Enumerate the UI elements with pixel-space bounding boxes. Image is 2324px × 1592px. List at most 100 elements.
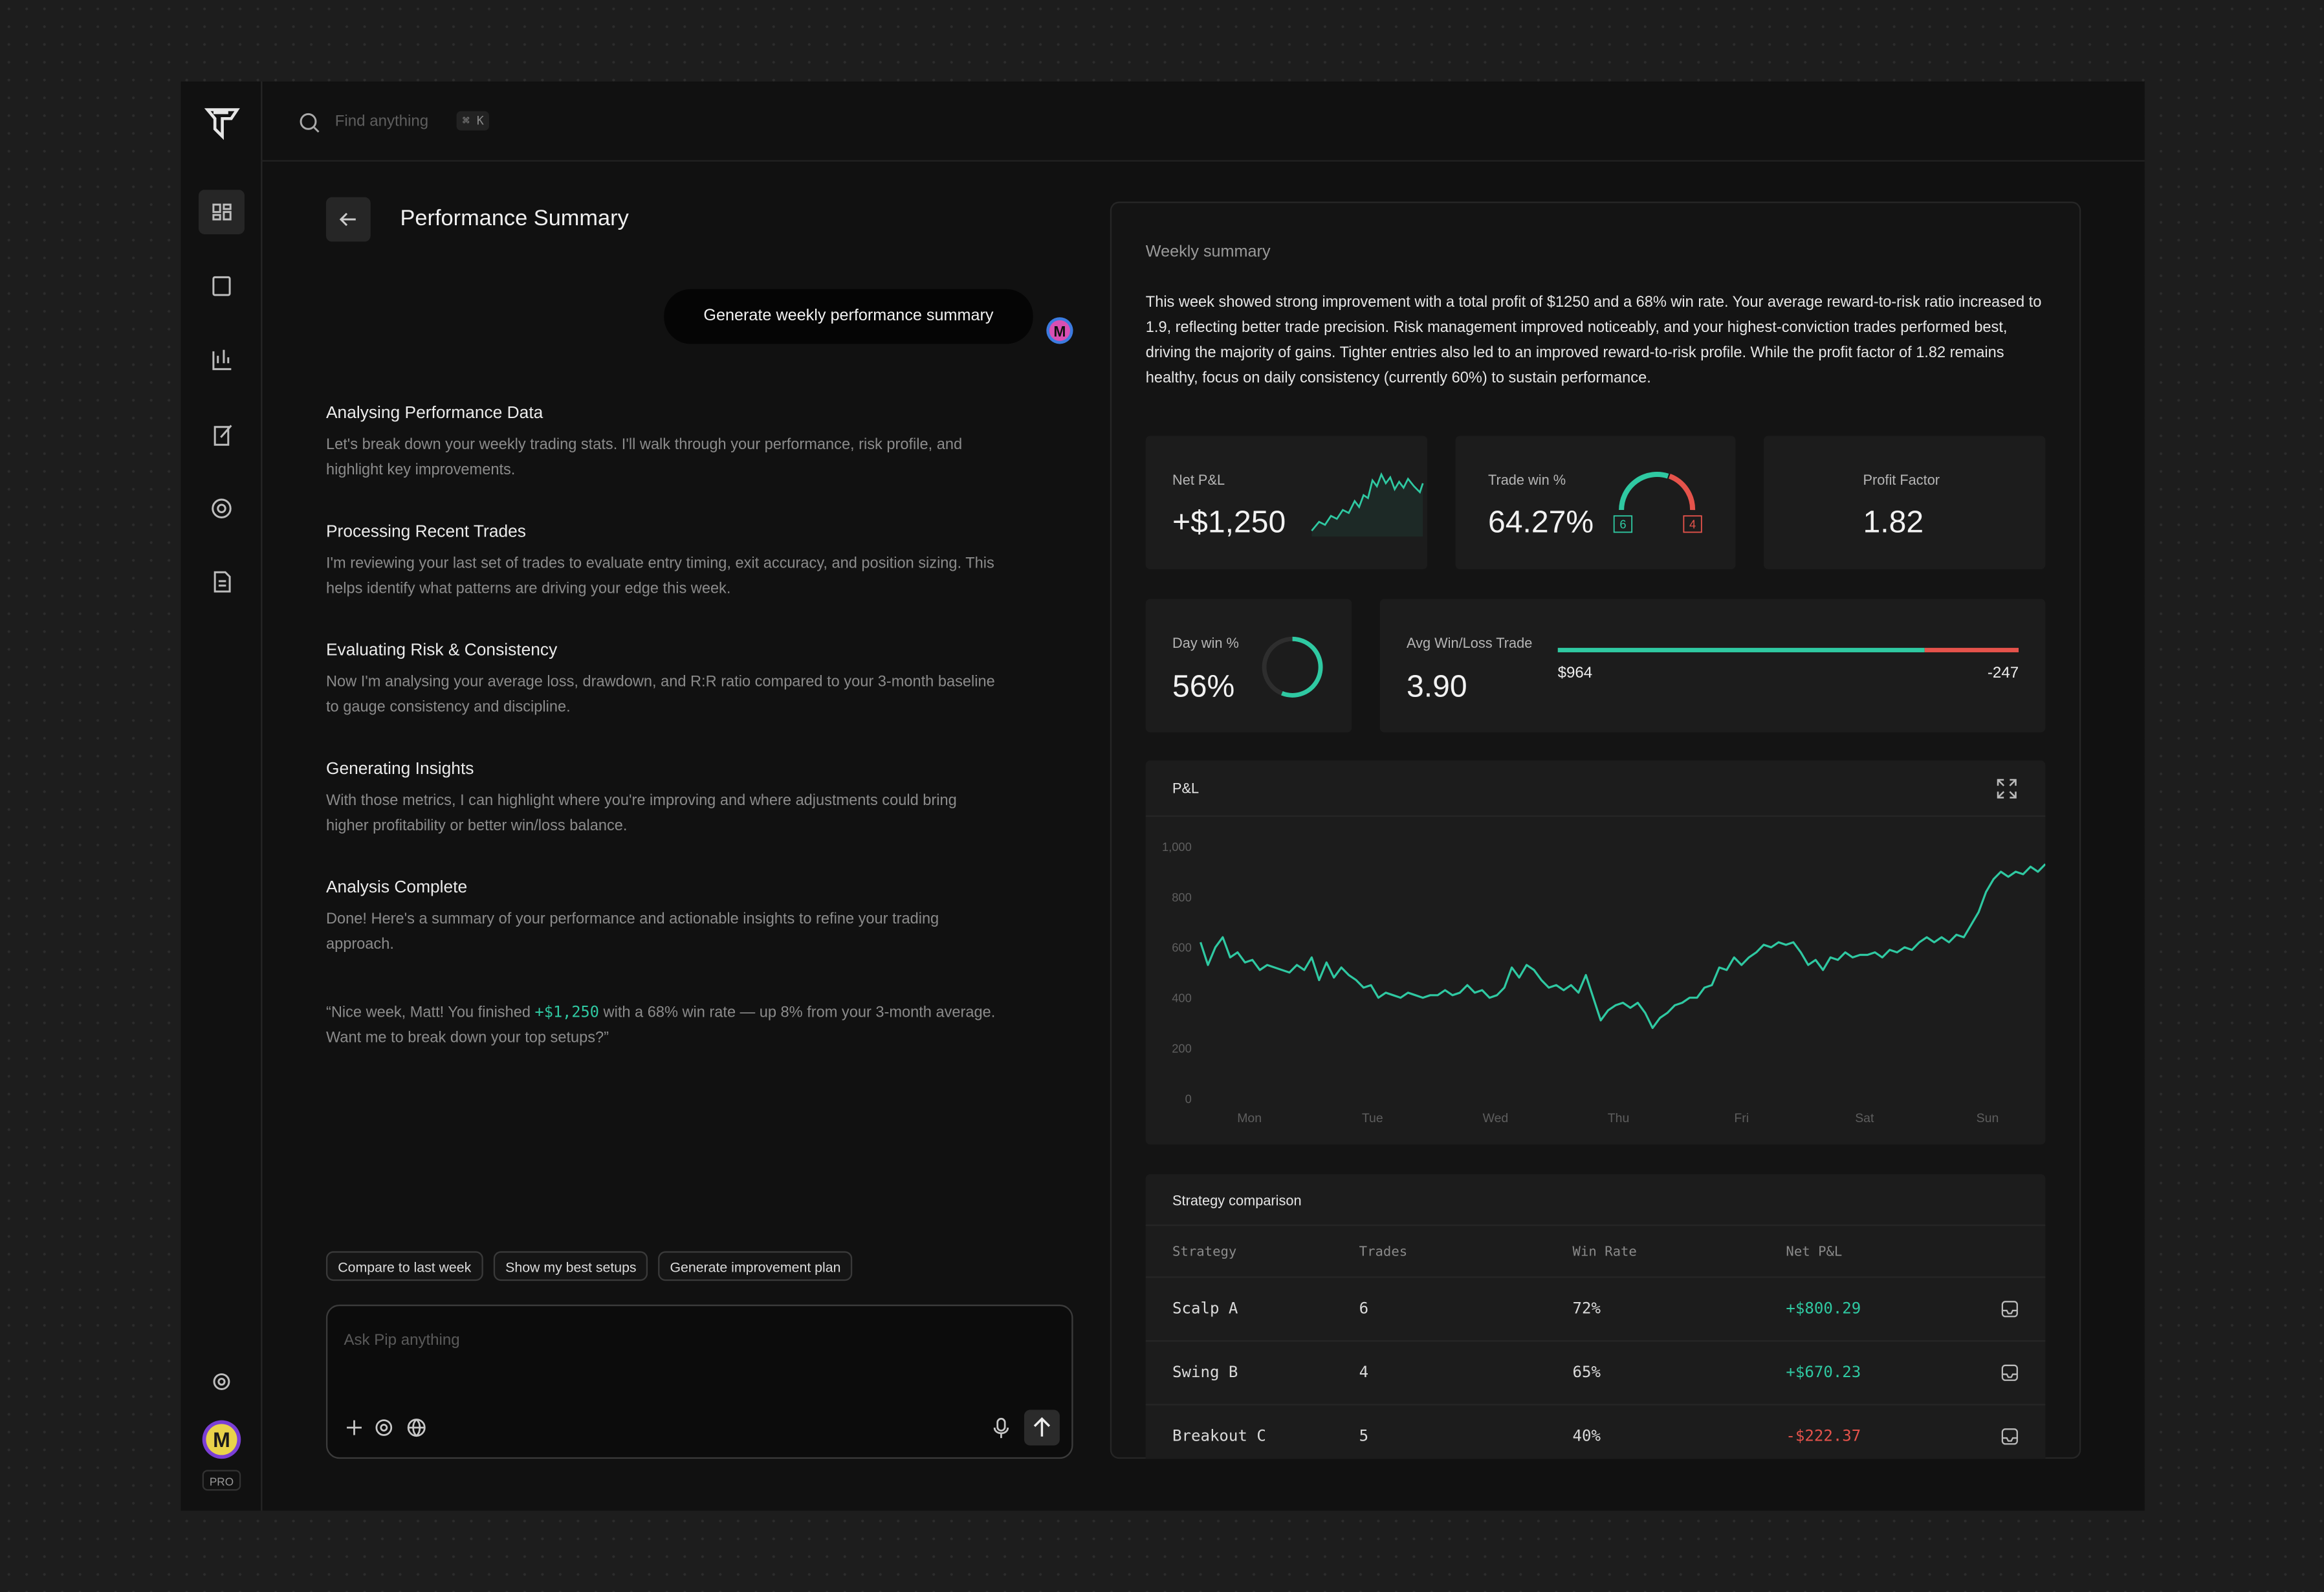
suggestion-chip[interactable]: Generate improvement plan bbox=[658, 1251, 853, 1281]
strategy-name: Scalp A bbox=[1172, 1300, 1238, 1318]
win-loss-bar bbox=[1557, 648, 2019, 652]
suggestion-chip[interactable]: Show my best setups bbox=[493, 1251, 648, 1281]
sidebar: M PRO bbox=[198, 108, 245, 1491]
mic-button[interactable] bbox=[996, 1417, 1006, 1432]
y-tick-label: 400 bbox=[1172, 991, 1192, 1005]
net-pnl-card bbox=[1145, 436, 1428, 569]
y-tick-label: 200 bbox=[1172, 1041, 1192, 1055]
metric-value: 1.82 bbox=[1863, 505, 1924, 540]
row-action-icon bbox=[2002, 1309, 2017, 1314]
input-tools bbox=[347, 1410, 1060, 1446]
suggestion-chip[interactable]: Compare to last week bbox=[325, 1251, 483, 1281]
final-amount: +$1,250 bbox=[534, 1003, 599, 1022]
step: Generating Insights With those metrics, I… bbox=[326, 760, 1000, 879]
plan-badge bbox=[202, 1470, 241, 1491]
send-arrow bbox=[1033, 1417, 1051, 1437]
row-action-icon bbox=[2002, 1373, 2017, 1378]
nav-dashboard[interactable] bbox=[212, 203, 221, 214]
chat-placeholder: Ask Pip anything bbox=[344, 1331, 460, 1349]
expand-button[interactable] bbox=[1997, 779, 2017, 799]
nav-journal[interactable] bbox=[212, 276, 231, 296]
nav-goals[interactable] bbox=[212, 498, 232, 518]
metric-value: 3.90 bbox=[1406, 670, 1467, 705]
message-avatar: M bbox=[1046, 317, 1073, 344]
summary-text: This week showed strong improvement with… bbox=[1145, 294, 2042, 387]
chat-input[interactable] bbox=[325, 1304, 1073, 1459]
strategy-name: Swing B bbox=[1172, 1364, 1238, 1382]
step-title: Analysing Performance Data bbox=[325, 404, 543, 423]
nav-docs[interactable] bbox=[214, 571, 231, 593]
y-tick-label: 0 bbox=[1185, 1092, 1192, 1105]
losses-count: 4 bbox=[1689, 518, 1696, 531]
search-input[interactable]: Find anything bbox=[334, 113, 429, 131]
row-divider bbox=[1145, 1340, 2046, 1342]
table-cell: 72% bbox=[1572, 1300, 1601, 1318]
step-title: Evaluating Risk & Consistency bbox=[325, 641, 558, 660]
avg-loss: -247 bbox=[1987, 664, 2019, 682]
mention-button[interactable] bbox=[375, 1419, 393, 1436]
back-button[interactable] bbox=[325, 197, 371, 242]
x-tick-label: Sat bbox=[1855, 1111, 1874, 1125]
table-divider bbox=[1145, 1224, 2046, 1226]
step-title: Processing Recent Trades bbox=[325, 523, 526, 542]
y-tick-label: 1,000 bbox=[1162, 840, 1192, 854]
attach-button[interactable] bbox=[347, 1420, 362, 1435]
step-text: Let's break down your weekly trading sta… bbox=[325, 437, 963, 479]
y-tick-label: 800 bbox=[1172, 890, 1192, 904]
row-action-icon bbox=[2001, 1364, 2018, 1381]
strategy-card bbox=[1145, 1174, 2046, 1459]
user-message: Generate weekly performance summary bbox=[664, 289, 1033, 344]
step: Processing Recent Trades I'm reviewing yo… bbox=[326, 524, 1000, 642]
column-header: Win Rate bbox=[1572, 1245, 1637, 1261]
table-cell: 6 bbox=[1359, 1300, 1369, 1318]
table-cell: 65% bbox=[1572, 1364, 1601, 1382]
summary-title: Weekly summary bbox=[1145, 243, 1271, 261]
nav-active[interactable] bbox=[198, 190, 245, 234]
chart-title: P&L bbox=[1172, 781, 1200, 798]
step: Analysis Complete Done! Here's a summary … bbox=[326, 879, 1000, 997]
row-action[interactable] bbox=[2001, 1428, 2019, 1445]
trade-win-card bbox=[1455, 436, 1736, 569]
nav-analytics[interactable] bbox=[212, 349, 232, 370]
x-tick-label: Fri bbox=[1734, 1111, 1749, 1125]
row-action[interactable] bbox=[2001, 1364, 2019, 1382]
win-segment bbox=[1557, 648, 1925, 652]
table-cell: +$800.29 bbox=[1786, 1300, 1861, 1318]
step: Evaluating Risk & Consistency Now I'm ana… bbox=[326, 642, 1000, 760]
back-arrow bbox=[339, 212, 356, 227]
step-title: Generating Insights bbox=[325, 760, 474, 779]
row-action[interactable] bbox=[2001, 1300, 2019, 1318]
sidebar-divider bbox=[261, 81, 263, 1511]
topbar-divider bbox=[261, 160, 2145, 162]
x-tick-label: Sun bbox=[1977, 1111, 1999, 1125]
step-text: I'm reviewing your last set of trades to… bbox=[325, 556, 994, 598]
nav-notes[interactable] bbox=[214, 425, 232, 446]
step-text: Done! Here's a summary of your performan… bbox=[325, 911, 939, 953]
mic-inner bbox=[993, 1427, 1009, 1439]
row-divider bbox=[1145, 1276, 2046, 1278]
nav-settings[interactable] bbox=[213, 1373, 230, 1390]
column-header: Net P&L bbox=[1786, 1245, 1843, 1261]
column-header: Trades bbox=[1359, 1245, 1408, 1261]
x-tick-label: Mon bbox=[1237, 1111, 1262, 1125]
step-text: With those metrics, I can highlight wher… bbox=[325, 793, 957, 835]
search-shortcut: ⌘ K bbox=[456, 111, 490, 131]
metric-label: Profit Factor bbox=[1863, 472, 1940, 489]
nav-dashboard-part bbox=[212, 214, 221, 221]
pnl-card-divider bbox=[1145, 815, 2046, 817]
nav-dashboard-part bbox=[223, 203, 232, 210]
net-pnl-sparkline bbox=[1311, 472, 1424, 537]
logo bbox=[204, 108, 240, 140]
strategy-name: Breakout C bbox=[1172, 1428, 1266, 1446]
table-cell: 4 bbox=[1359, 1364, 1369, 1382]
metric-value: 56% bbox=[1172, 670, 1235, 705]
row-action-icon bbox=[2001, 1301, 2018, 1318]
day-win-card bbox=[1145, 599, 1352, 733]
row-divider bbox=[1145, 1404, 2046, 1406]
gauge-losses bbox=[1668, 473, 1696, 511]
nav-settings-inner bbox=[217, 1377, 226, 1386]
step: Analysing Performance Data Let's break do… bbox=[326, 404, 1000, 523]
